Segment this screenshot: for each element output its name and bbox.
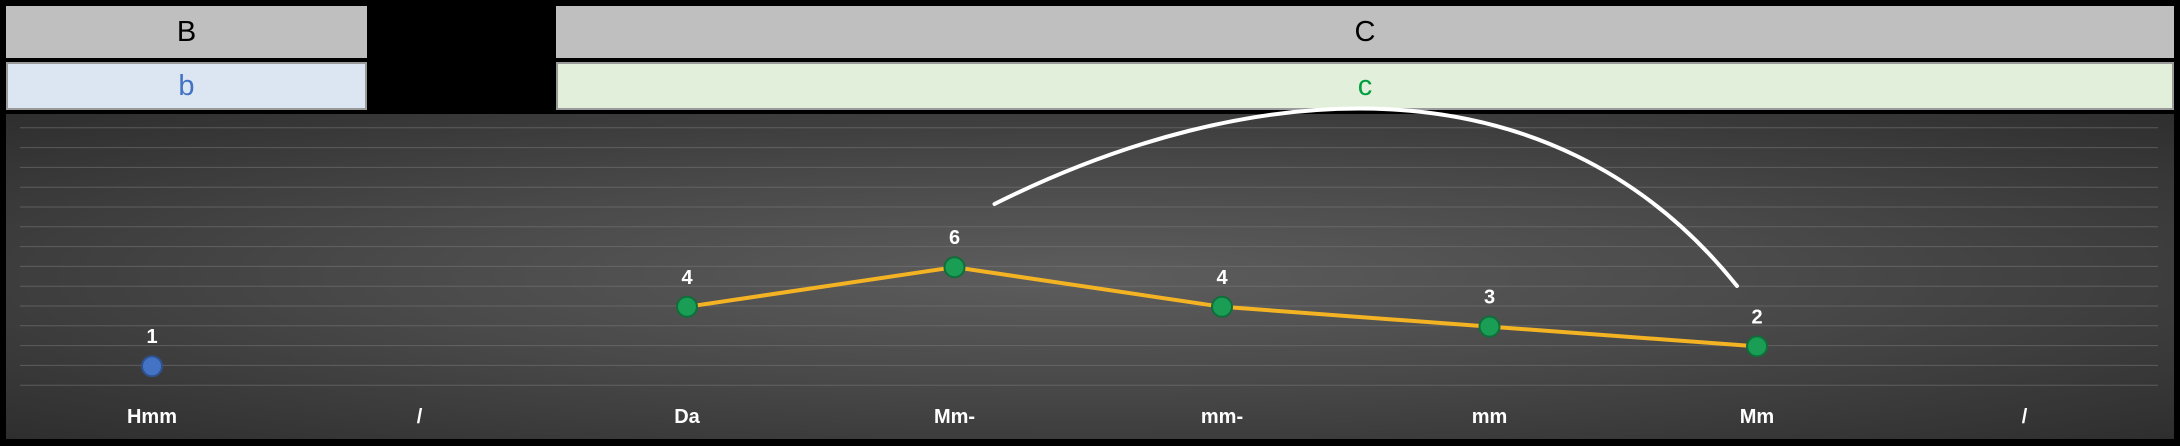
x-tick-label: Mm [1740, 406, 1774, 428]
subheader-c: c [556, 62, 2174, 110]
data-point-c [1746, 335, 1768, 358]
subheader-b-label: b [178, 69, 195, 102]
x-tick-label: Hmm [127, 406, 177, 428]
data-point-b [141, 355, 163, 378]
annotation-arc [992, 106, 1739, 288]
header-c: C [556, 6, 2174, 58]
data-label: 3 [1484, 287, 1495, 309]
x-tick-label: Mm- [934, 406, 975, 428]
header-c-title: C [1354, 15, 1376, 48]
data-label: 1 [146, 326, 157, 348]
subheader-b: b [6, 62, 367, 110]
data-label: 6 [949, 227, 960, 249]
data-label: 2 [1751, 306, 1762, 328]
data-label: 4 [1216, 267, 1228, 289]
data-point-c [943, 256, 966, 279]
x-tick-label: Da [674, 406, 700, 428]
header-b: B [6, 6, 367, 58]
header-b-title: B [176, 15, 197, 48]
x-tick-label: / [2022, 406, 2028, 428]
data-point-c [1211, 295, 1233, 318]
x-tick-label: / [417, 406, 423, 428]
data-point-c [676, 295, 698, 318]
data-point-c [1478, 315, 1501, 338]
x-tick-label: mm- [1201, 406, 1243, 428]
data-label: 4 [681, 267, 693, 289]
subheader-c-label: c [1357, 69, 1373, 102]
x-tick-label: mm [1472, 406, 1508, 428]
